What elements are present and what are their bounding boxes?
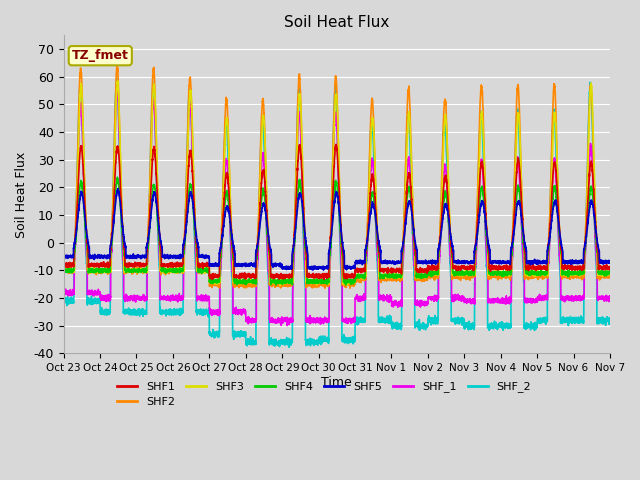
SHF3 [460, 270, 467, 276]
SHF_2 [606, 320, 614, 326]
Text: TZ_fmet: TZ_fmet [72, 49, 129, 62]
SHF4 [158, 269, 166, 275]
SHF2 [60, 268, 67, 274]
SHF5 [606, 260, 614, 265]
SHF4 [605, 269, 613, 275]
SHF_1 [113, 87, 121, 93]
SHF3 [429, 271, 437, 276]
SHF_2 [317, 334, 324, 340]
X-axis label: Time: Time [321, 376, 352, 389]
SHF4 [60, 268, 67, 274]
SHF4 [317, 278, 324, 284]
SHF1 [158, 262, 166, 267]
SHF_2 [429, 319, 437, 324]
SHF_1 [490, 299, 498, 304]
SHF5 [317, 265, 324, 271]
Y-axis label: Soil Heat Flux: Soil Heat Flux [15, 151, 28, 238]
SHF5 [158, 245, 166, 251]
SHF2 [429, 275, 437, 281]
SHF_1 [606, 293, 614, 299]
SHF4 [490, 272, 498, 277]
SHF_1 [429, 296, 437, 302]
Line: SHF4: SHF4 [63, 177, 610, 285]
Line: SHF_2: SHF_2 [63, 79, 610, 347]
SHF3 [317, 279, 324, 285]
SHF5 [319, 267, 327, 273]
SHF4 [429, 273, 437, 278]
Line: SHF_1: SHF_1 [63, 90, 610, 325]
SHF3 [276, 283, 284, 288]
SHF_1 [317, 315, 324, 321]
SHF_2 [60, 300, 67, 305]
SHF2 [460, 272, 467, 277]
SHF_1 [284, 323, 291, 328]
SHF1 [490, 264, 498, 270]
Line: SHF2: SHF2 [63, 65, 610, 288]
SHF1 [605, 265, 613, 271]
SHF4 [460, 269, 467, 275]
SHF1 [332, 142, 340, 147]
SHF3 [114, 78, 122, 84]
SHF_2 [490, 322, 498, 327]
SHF2 [605, 273, 613, 279]
SHF5 [605, 260, 613, 266]
SHF5 [429, 259, 437, 265]
SHF3 [60, 268, 67, 274]
SHF_2 [460, 316, 467, 322]
SHF5 [460, 259, 467, 265]
SHF1 [429, 266, 437, 272]
SHF1 [316, 273, 324, 278]
SHF2 [606, 275, 614, 280]
Line: SHF1: SHF1 [63, 144, 610, 279]
SHF2 [321, 285, 329, 291]
SHF1 [320, 276, 328, 282]
SHF3 [490, 268, 498, 274]
SHF_1 [460, 296, 467, 302]
SHF_1 [60, 289, 67, 295]
SHF4 [113, 174, 121, 180]
SHF4 [273, 282, 280, 288]
SHF2 [490, 274, 498, 280]
SHF1 [460, 265, 467, 271]
SHF2 [113, 62, 121, 68]
SHF1 [60, 260, 67, 266]
SHF5 [60, 254, 67, 260]
SHF_1 [605, 295, 613, 301]
SHF_2 [285, 344, 293, 350]
SHF5 [114, 185, 122, 191]
SHF3 [606, 269, 614, 275]
SHF3 [605, 271, 613, 277]
SHF5 [490, 258, 498, 264]
Title: Soil Heat Flux: Soil Heat Flux [284, 15, 390, 30]
SHF_2 [113, 76, 120, 82]
Line: SHF5: SHF5 [63, 188, 610, 270]
Line: SHF3: SHF3 [63, 81, 610, 286]
SHF2 [317, 281, 324, 287]
SHF3 [158, 268, 166, 274]
SHF4 [606, 269, 614, 275]
SHF_1 [158, 295, 166, 300]
SHF2 [158, 266, 166, 272]
Legend: SHF1, SHF2, SHF3, SHF4, SHF5, SHF_1, SHF_2: SHF1, SHF2, SHF3, SHF4, SHF5, SHF_1, SHF… [113, 377, 536, 411]
SHF1 [606, 264, 614, 269]
SHF_2 [605, 317, 613, 323]
SHF_2 [158, 311, 166, 317]
